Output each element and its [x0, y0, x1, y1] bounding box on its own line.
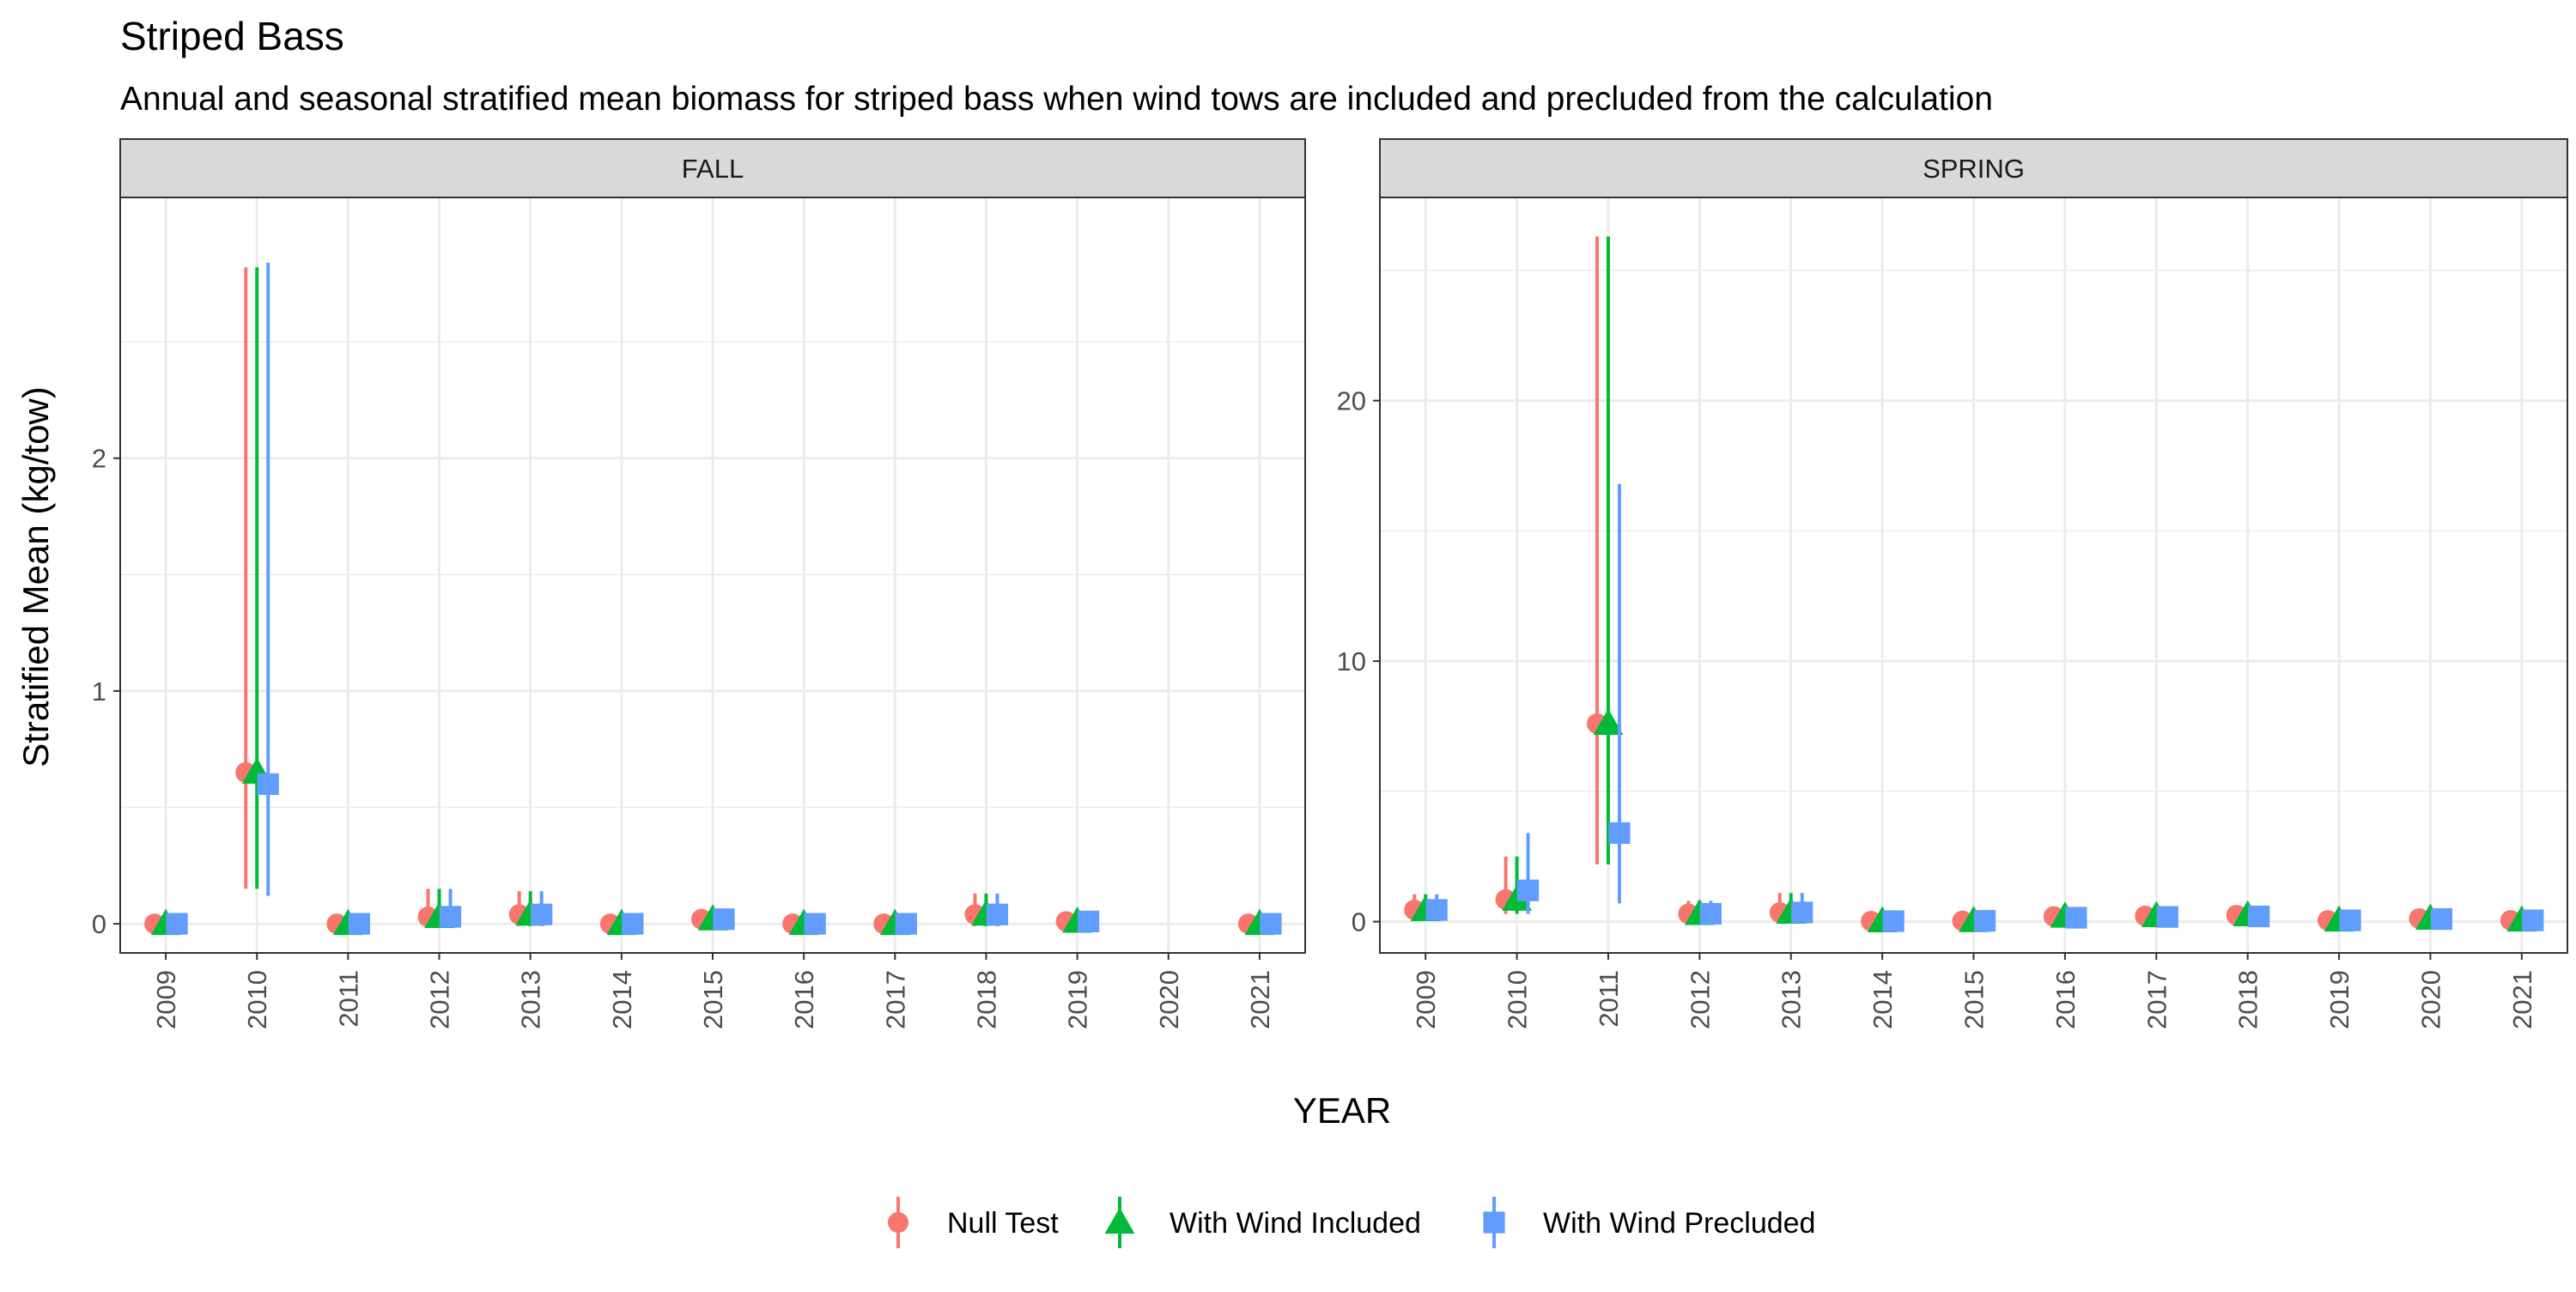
x-tick-label: 2019 [2324, 970, 2354, 1029]
x-tick-label: 2010 [1503, 970, 1533, 1029]
data-point [439, 906, 462, 928]
data-point [1882, 910, 1905, 932]
data-point [804, 913, 826, 935]
x-tick-label: 2021 [2507, 970, 2537, 1029]
data-point [1593, 708, 1624, 736]
legend-label: With Wind Precluded [1543, 1207, 1815, 1240]
data-point [2065, 907, 2087, 929]
chart-title: Striped Bass [120, 14, 344, 58]
x-tick-label: 2013 [1777, 970, 1807, 1029]
data-point [1699, 902, 1722, 925]
x-tick-label: 2021 [1245, 970, 1275, 1029]
x-tick-label: 2012 [425, 970, 455, 1029]
x-tick-label: 2017 [2142, 970, 2172, 1029]
x-tick-label: 2011 [1594, 970, 1624, 1028]
y-tick-label: 0 [1352, 907, 1366, 937]
legend: Null Test With Wind Included With Wind Pre… [888, 1197, 1815, 1248]
x-tick-label: 2015 [698, 970, 728, 1029]
x-tick-label: 2013 [516, 970, 546, 1029]
legend-item-with-wind-precluded: With Wind Precluded [1483, 1197, 1815, 1248]
x-tick-label: 2020 [2415, 970, 2445, 1029]
x-tick-label: 2014 [1868, 970, 1898, 1029]
x-tick-label: 2011 [333, 970, 363, 1028]
x-tick-label: 2009 [1411, 970, 1441, 1029]
legend-item-null-test: Null Test [888, 1197, 1059, 1248]
legend-key-marker [1104, 1207, 1135, 1234]
x-tick-label: 2009 [151, 970, 181, 1029]
data-point [531, 903, 553, 925]
data-point [257, 773, 279, 795]
x-tick-label: 2015 [1959, 970, 1990, 1029]
facet-panel-fall: FALL 0 1 2 2009 2010 2011 2012 2013 2014 2015 2016 2… [92, 138, 1306, 1029]
y-tick-label: 2 [92, 444, 106, 474]
data-point [895, 913, 917, 935]
data-point [1608, 822, 1631, 845]
data-point [348, 913, 370, 935]
data-point [1078, 910, 1100, 932]
x-tick-label: 2016 [789, 970, 819, 1029]
y-tick-label: 10 [1337, 646, 1366, 676]
legend-label: With Wind Included [1170, 1207, 1421, 1240]
facet-panel-spring: SPRING 0 10 20 2009 2010 2011 2012 2013 2014 2015 2… [1337, 138, 2568, 1029]
data-point [166, 913, 188, 935]
x-tick-label: 2019 [1063, 970, 1093, 1029]
data-point [2339, 909, 2361, 931]
x-tick-label: 2018 [2233, 970, 2263, 1029]
data-point [1516, 879, 1540, 901]
panel-border [119, 197, 1306, 954]
y-tick-label: 20 [1337, 386, 1366, 416]
y-tick-label: 0 [92, 909, 106, 939]
y-axis-title: Stratified Mean (kg/tow) [15, 386, 56, 767]
chart-subtitle: Annual and seasonal stratified mean biom… [120, 81, 1993, 118]
data-point [2248, 905, 2270, 928]
series-with-wind-precluded [166, 262, 1282, 935]
data-point [1260, 913, 1282, 935]
legend-item-with-wind-included: With Wind Included [1104, 1197, 1421, 1248]
data-point [1791, 901, 1814, 924]
legend-label: Null Test [947, 1207, 1059, 1240]
legend-key-marker [1483, 1211, 1505, 1234]
panel-border [1379, 197, 2568, 954]
x-tick-label: 2010 [242, 970, 272, 1029]
data-point [986, 903, 1009, 925]
x-tick-label: 2020 [1154, 970, 1184, 1029]
data-point [1502, 884, 1532, 911]
data-point [2156, 906, 2178, 928]
data-point [622, 913, 644, 935]
series-with-wind-precluded [1425, 483, 2544, 932]
y-tick-label: 1 [92, 676, 106, 707]
x-tick-label: 2014 [607, 970, 637, 1029]
data-point [2522, 909, 2544, 931]
legend-key-marker [888, 1212, 908, 1233]
x-tick-label: 2016 [2050, 970, 2081, 1029]
data-point [2430, 907, 2453, 931]
facet-strip-label: FALL [682, 154, 744, 184]
data-point [713, 908, 735, 931]
x-tick-label: 2012 [1685, 970, 1715, 1029]
data-point [1425, 899, 1448, 921]
data-point [1973, 910, 1996, 932]
x-axis-title: YEAR [1293, 1090, 1391, 1131]
x-tick-label: 2018 [971, 970, 1001, 1029]
x-tick-label: 2017 [880, 970, 910, 1029]
facet-strip [119, 138, 1306, 198]
facet-strip-label: SPRING [1923, 154, 2025, 184]
